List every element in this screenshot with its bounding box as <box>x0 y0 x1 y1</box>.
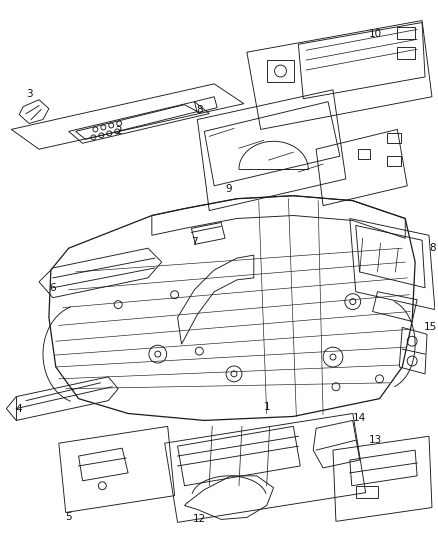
Text: 6: 6 <box>49 283 56 293</box>
Text: 14: 14 <box>353 414 366 423</box>
Bar <box>358 149 370 159</box>
Text: 7: 7 <box>191 237 198 247</box>
Bar <box>388 156 401 166</box>
Text: 15: 15 <box>424 322 437 333</box>
Bar <box>397 28 415 39</box>
Bar <box>267 60 294 82</box>
Text: 2: 2 <box>115 126 121 136</box>
Text: 8: 8 <box>429 243 436 253</box>
Text: 1: 1 <box>263 401 270 411</box>
Text: 4: 4 <box>16 403 22 414</box>
Bar <box>388 133 401 143</box>
Text: 8: 8 <box>196 104 203 115</box>
Text: 5: 5 <box>65 512 72 522</box>
Text: 3: 3 <box>26 89 32 99</box>
Bar <box>397 47 415 59</box>
Text: 12: 12 <box>193 514 206 524</box>
Text: 10: 10 <box>369 29 382 39</box>
Text: 9: 9 <box>226 184 233 194</box>
Bar <box>356 486 378 498</box>
Text: 13: 13 <box>369 435 382 445</box>
